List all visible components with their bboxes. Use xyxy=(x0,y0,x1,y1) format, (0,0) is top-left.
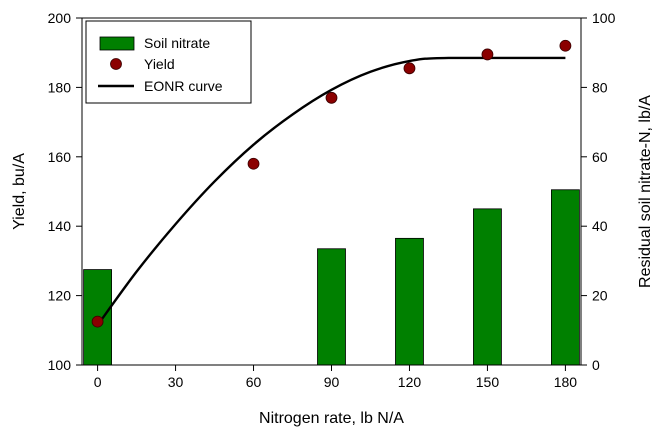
y-right-tick-label: 20 xyxy=(592,288,608,304)
yield-point xyxy=(325,91,338,104)
legend-marker-yield xyxy=(110,58,122,70)
soil-nitrate-bar xyxy=(551,189,580,366)
legend-box xyxy=(85,20,252,104)
y-left-tick-label: 200 xyxy=(48,10,72,26)
y-right-tick-label: 60 xyxy=(592,149,608,165)
y-left-axis-title: Yield, bu/A xyxy=(11,153,28,230)
eonr-curve-line xyxy=(96,56,566,326)
y-right-tick-label: 0 xyxy=(592,357,600,373)
yield-point xyxy=(481,48,494,61)
y-left-axis: 100 120 140 160 180 200 xyxy=(48,10,82,373)
y-left-tick-label: 160 xyxy=(48,149,72,165)
bars-layer xyxy=(83,189,580,366)
y-left-tick-label: 100 xyxy=(48,357,72,373)
x-tick-label: 30 xyxy=(168,374,184,390)
legend-swatch-soil-nitrate xyxy=(99,36,135,51)
yield-point xyxy=(91,315,104,328)
yield-point xyxy=(403,62,416,75)
x-tick-label: 120 xyxy=(398,374,422,390)
x-axis-title: Nitrogen rate, lb N/A xyxy=(259,410,404,427)
legend-label-eonr: EONR curve xyxy=(144,78,223,94)
y-right-tick-label: 100 xyxy=(592,10,616,26)
legend: Soil nitrate Yield EONR curve xyxy=(85,20,252,104)
y-right-axis-title: Residual soil nitrate-N, lb/A xyxy=(637,95,652,288)
x-tick-label: 90 xyxy=(324,374,340,390)
x-tick-label: 60 xyxy=(246,374,262,390)
soil-nitrate-bar xyxy=(317,248,346,366)
yield-point xyxy=(559,39,572,52)
y-left-tick-label: 120 xyxy=(48,288,72,304)
legend-label-soil-nitrate: Soil nitrate xyxy=(144,35,210,51)
x-axis: 0 30 60 90 120 150 180 xyxy=(94,365,578,390)
points-layer xyxy=(91,39,572,328)
y-right-tick-label: 40 xyxy=(592,218,608,234)
soil-nitrate-bar xyxy=(473,208,502,366)
y-left-tick-label: 180 xyxy=(48,79,72,95)
x-tick-label: 0 xyxy=(94,374,102,390)
x-tick-label: 180 xyxy=(554,374,578,390)
yield-point xyxy=(247,157,260,170)
curve-layer xyxy=(96,56,566,326)
x-tick-label: 150 xyxy=(476,374,500,390)
y-right-tick-label: 80 xyxy=(592,79,608,95)
soil-nitrate-bar xyxy=(395,237,424,366)
legend-label-yield: Yield xyxy=(144,56,175,72)
y-right-axis: 0 20 40 60 80 100 xyxy=(581,10,616,373)
y-left-tick-label: 140 xyxy=(48,218,72,234)
